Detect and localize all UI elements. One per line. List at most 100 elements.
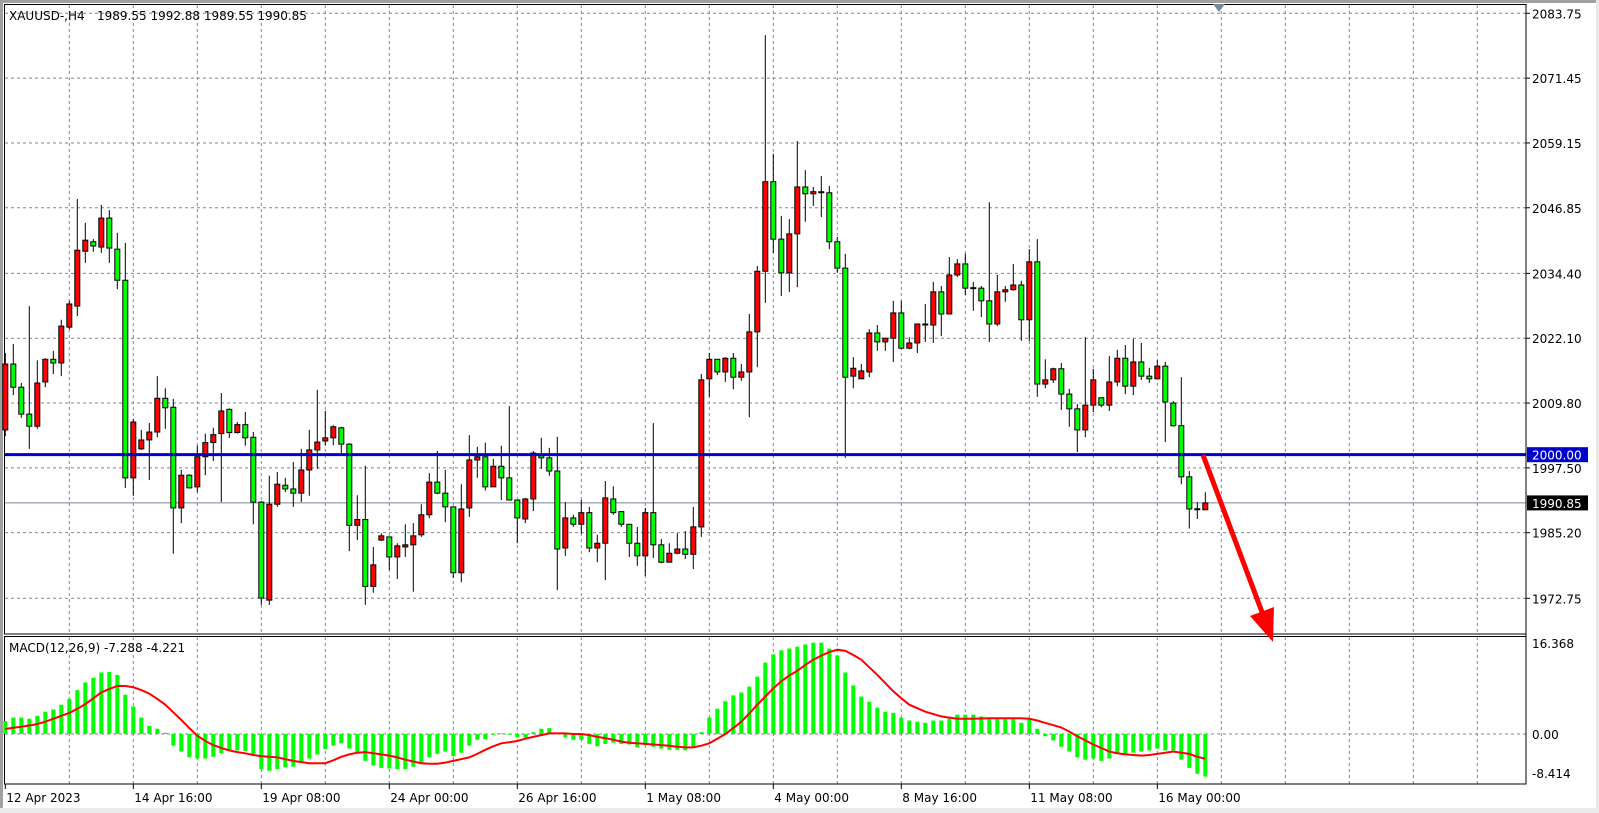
macd-histogram-bar	[203, 733, 208, 759]
candle-body	[474, 456, 481, 461]
price-tick-label: 1997.50	[1532, 462, 1582, 476]
candle-body	[434, 481, 441, 494]
candle	[850, 357, 857, 389]
macd-histogram-bar	[1187, 733, 1192, 768]
candle	[138, 429, 145, 450]
candle	[1026, 249, 1033, 341]
macd-histogram-bar	[59, 704, 64, 734]
candle-body	[466, 459, 473, 509]
candle	[242, 411, 249, 446]
candle-body	[346, 443, 353, 526]
macd-histogram-bar	[1107, 733, 1112, 759]
macd-histogram-bar	[923, 722, 928, 734]
candle	[98, 204, 105, 253]
candle-body	[978, 287, 985, 302]
macd-histogram-bar	[611, 733, 616, 743]
candle-body	[914, 323, 921, 344]
macd-histogram-bar	[147, 725, 152, 734]
candle-body	[1146, 375, 1153, 380]
macd-histogram-bar	[867, 701, 872, 734]
candle	[578, 500, 585, 534]
macd-histogram-bar	[443, 733, 448, 752]
macd-histogram-bar	[435, 733, 440, 754]
candle-body	[650, 512, 657, 546]
candle-body	[594, 542, 601, 549]
candle	[146, 423, 153, 480]
macd-axis[interactable]: 16.368 0.00 -8.414	[1532, 637, 1574, 781]
candle	[322, 410, 329, 446]
macd-histogram-bar	[523, 733, 528, 738]
candle	[826, 185, 833, 250]
candle	[1098, 397, 1105, 408]
macd-histogram-bar	[675, 733, 680, 750]
price-tick-label: 2034.40	[1532, 267, 1582, 281]
candle-body	[1162, 365, 1169, 403]
macd-histogram-bar	[379, 733, 384, 768]
candle	[338, 426, 345, 454]
price-tick-label: 2059.15	[1532, 137, 1582, 151]
chart-shift-marker-icon[interactable]	[1213, 4, 1225, 12]
arrow-head[interactable]	[1250, 607, 1274, 642]
candle	[186, 474, 193, 489]
candle-body	[1114, 357, 1121, 383]
candle-body	[242, 424, 249, 439]
candle-body	[1034, 261, 1041, 385]
candle	[818, 175, 825, 217]
hline-price-tag-bg	[1527, 447, 1588, 463]
candle-body	[274, 483, 281, 505]
candle	[722, 357, 729, 382]
candle-body	[962, 263, 969, 289]
candle	[842, 253, 849, 458]
candle	[898, 300, 905, 350]
macd-histogram-bar	[987, 718, 992, 734]
candle-body	[146, 431, 153, 441]
candle-body	[786, 233, 793, 274]
window-bottom-border	[0, 808, 1599, 813]
candle-body	[322, 437, 329, 442]
macd-histogram-bar	[347, 733, 352, 749]
candle	[706, 352, 713, 397]
macd-histogram-bar	[139, 717, 144, 734]
arrow-shaft[interactable]	[1200, 454, 1265, 613]
macd-histogram-bar	[227, 733, 232, 751]
candle-body	[762, 181, 769, 272]
macd-title: MACD(12,26,9) -7.288 -4.221	[9, 641, 185, 655]
candle-body	[378, 535, 385, 541]
time-axis[interactable]: 12 Apr 2023 14 Apr 16:00 19 Apr 08:00 24 Ap…	[4, 784, 1241, 805]
macd-histogram-bar	[739, 692, 744, 734]
macd-histogram-bar	[659, 733, 664, 749]
candle	[674, 533, 681, 555]
macd-tick-label: 0.00	[1532, 728, 1559, 742]
candle	[1066, 388, 1073, 427]
candle-body	[610, 498, 617, 514]
candle-body	[850, 367, 857, 377]
candle-body	[26, 413, 33, 427]
time-tick-label: 8 May 16:00	[902, 791, 977, 805]
candle	[594, 534, 601, 563]
candle-body	[202, 442, 209, 458]
candle-body	[626, 523, 633, 544]
candle	[602, 481, 609, 581]
macd-histogram-bar	[11, 717, 16, 734]
candle	[154, 376, 161, 438]
candle-body	[18, 386, 25, 415]
candle	[370, 546, 377, 593]
candle	[346, 443, 353, 552]
price-axis[interactable]: 2083.75 2071.45 2059.15 2046.85 2034.40 2022.…	[1525, 4, 1582, 784]
candle-body	[522, 498, 529, 520]
candle-body	[170, 406, 177, 509]
candle-body	[258, 501, 265, 599]
candle	[82, 222, 89, 263]
macd-histogram-bar	[931, 720, 936, 734]
macd-histogram-bar	[427, 733, 432, 758]
candle-body	[1154, 365, 1161, 380]
candle	[1018, 280, 1025, 341]
candle-body	[578, 512, 585, 525]
candle-body	[66, 303, 73, 328]
macd-histogram-bar	[1075, 733, 1080, 758]
candle	[130, 418, 137, 496]
arrow-down-right-icon[interactable]	[1200, 454, 1274, 642]
candle	[682, 531, 689, 560]
